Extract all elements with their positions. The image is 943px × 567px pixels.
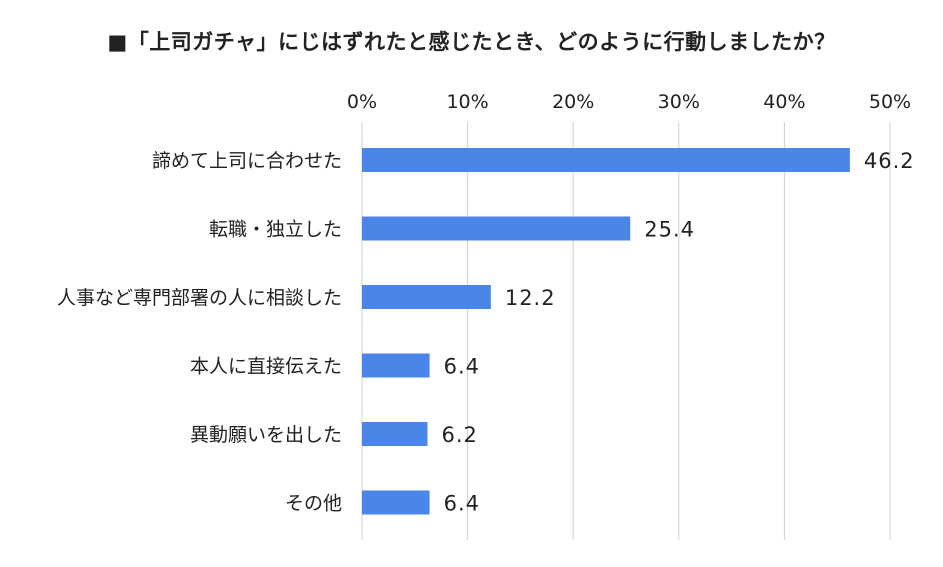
- tick-label-10: 10%: [446, 91, 488, 113]
- tick-label-30: 30%: [658, 91, 700, 113]
- chart-title: ■「上司ガチャ」にじはずれたと感じたとき、どのように行動しましたか？: [107, 30, 836, 54]
- value-label-1: 25.4: [644, 218, 695, 242]
- bar-1: [362, 216, 631, 241]
- gridlines: [361, 122, 891, 540]
- bar-3: [362, 353, 430, 378]
- value-label-0: 46.2: [864, 149, 915, 173]
- tick-label-20: 20%: [552, 91, 594, 113]
- value-label-3: 6.4: [444, 355, 480, 379]
- bars: [362, 148, 850, 515]
- category-label-5: その他: [285, 493, 342, 515]
- bar-5: [362, 490, 430, 515]
- x-axis-tick-labels: 0% 10% 20% 30% 40% 50%: [347, 91, 911, 113]
- bar-2: [362, 285, 491, 309]
- category-label-3: 本人に直接伝えた: [190, 356, 342, 378]
- category-labels: 諦めて上司に合わせた転職・独立した人事など専門部署の人に相談した本人に直接伝えた…: [57, 150, 342, 515]
- value-label-2: 12.2: [505, 286, 556, 310]
- bar-4: [362, 422, 428, 446]
- category-label-1: 転職・独立した: [209, 219, 342, 241]
- tick-label-0: 0%: [347, 91, 377, 113]
- value-label-4: 6.2: [441, 423, 477, 447]
- category-label-0: 諦めて上司に合わせた: [152, 150, 342, 172]
- bar-0: [362, 148, 850, 172]
- tick-label-40: 40%: [763, 91, 805, 113]
- category-label-4: 異動願いを出した: [190, 424, 342, 446]
- tick-label-50: 50%: [869, 91, 911, 113]
- value-label-5: 6.4: [444, 492, 480, 516]
- category-label-2: 人事など専門部署の人に相談した: [57, 287, 342, 309]
- value-labels: 46.2 25.4 12.2 6.4 6.2 6.4: [441, 149, 915, 516]
